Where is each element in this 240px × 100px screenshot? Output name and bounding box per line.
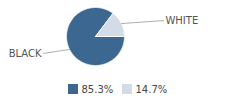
svg-text:WHITE: WHITE [165,15,198,26]
svg-text:14.7%: 14.7% [136,84,168,95]
svg-text:BLACK: BLACK [9,48,42,59]
svg-text:85.3%: 85.3% [82,84,114,95]
